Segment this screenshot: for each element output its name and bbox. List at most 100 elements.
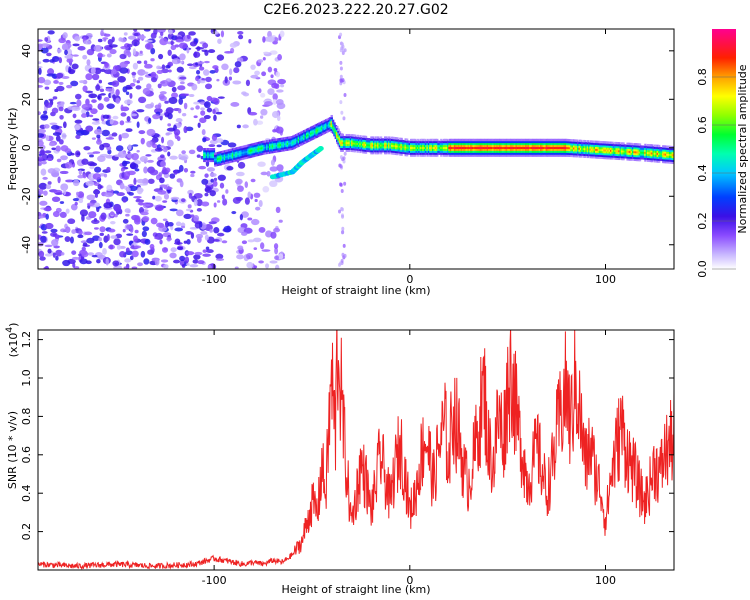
heatmap-cell	[467, 146, 470, 149]
heatmap-cell	[270, 159, 275, 166]
heatmap-cell	[563, 138, 566, 142]
heatmap-cell	[262, 140, 265, 144]
heatmap-cell	[644, 147, 647, 151]
heatmap-cell	[593, 148, 596, 151]
heatmap-cell	[158, 223, 165, 229]
heatmap-cell	[301, 132, 305, 136]
heatmap-cell	[477, 138, 480, 142]
heatmap-cell	[472, 138, 476, 142]
heatmap-cell	[349, 135, 353, 139]
heatmap-cell	[366, 149, 369, 152]
heatmap-cell	[522, 144, 525, 148]
heatmap-cell	[89, 154, 94, 158]
heatmap-cell	[353, 144, 357, 147]
heatmap-cell	[362, 149, 365, 152]
heatmap-cell	[649, 151, 653, 155]
heatmap-cell	[129, 163, 139, 170]
heatmap-cell	[567, 142, 570, 146]
heatmap-cell	[244, 149, 247, 152]
heatmap-cell	[44, 37, 49, 42]
heatmap-cell	[405, 150, 409, 153]
heatmap-cell	[233, 153, 236, 157]
heatmap-cell	[586, 149, 590, 153]
heatmap-cell	[572, 149, 576, 152]
heatmap-cell	[255, 148, 258, 151]
heatmap-cell	[78, 230, 83, 235]
heatmap-cell	[626, 148, 629, 151]
heatmap-cell	[142, 71, 149, 75]
heatmap-cell	[548, 146, 551, 149]
heatmap-cell	[467, 138, 470, 142]
heatmap-cell	[567, 154, 570, 157]
heatmap-cell	[604, 150, 607, 154]
heatmap-cell	[630, 154, 633, 157]
heatmap-cell	[552, 138, 555, 142]
heatmap-cell	[242, 124, 249, 129]
heatmap-cell	[418, 142, 421, 146]
heatmap-cell	[377, 144, 380, 147]
heatmap-cell	[609, 151, 613, 154]
heatmap-cell	[42, 176, 48, 180]
heatmap-cell	[600, 142, 603, 146]
heatmap-cell	[427, 146, 431, 149]
heatmap-cell	[222, 150, 225, 153]
heatmap-cell	[225, 189, 229, 194]
heatmap-cell	[608, 155, 612, 158]
heatmap-cell	[301, 138, 305, 141]
heatmap-cell	[412, 154, 416, 157]
heatmap-cell	[451, 138, 454, 142]
heatmap-cell	[605, 156, 609, 160]
heatmap-cell	[526, 144, 529, 148]
heatmap-cell	[359, 150, 362, 154]
heatmap-cell	[570, 143, 573, 146]
heatmap-cell	[382, 148, 385, 151]
heatmap-cell	[601, 141, 605, 144]
heatmap-cell	[444, 144, 447, 148]
heatmap-cell	[618, 142, 621, 145]
heatmap-cell	[294, 143, 298, 147]
heatmap-cell	[552, 154, 555, 157]
heatmap-cell	[179, 53, 186, 61]
heatmap-cell	[596, 148, 599, 151]
heatmap-cell	[286, 142, 290, 145]
heatmap-cell	[627, 146, 631, 149]
heatmap-cell	[344, 145, 347, 149]
heatmap-cell	[579, 147, 583, 150]
heatmap-cell	[91, 254, 98, 258]
heatmap-cell	[397, 151, 401, 154]
heatmap-cell	[430, 154, 433, 157]
heatmap-cell	[214, 156, 217, 159]
heatmap-cell	[593, 152, 596, 155]
heatmap-cell	[553, 150, 557, 153]
heatmap-cell	[620, 148, 624, 151]
heatmap-cell	[493, 144, 496, 148]
heatmap-cell	[423, 142, 427, 146]
heatmap-cell	[596, 154, 599, 157]
heatmap-cell	[340, 139, 343, 143]
heatmap-cell	[230, 158, 233, 161]
heatmap-cell	[485, 140, 488, 144]
heatmap-cell	[559, 140, 562, 144]
heatmap-cell	[215, 156, 218, 159]
heatmap-cell	[541, 150, 544, 153]
heatmap-cell	[567, 148, 570, 152]
heatmap-cell	[655, 146, 658, 149]
heatmap-cell	[86, 48, 95, 56]
heatmap-cell	[240, 151, 243, 155]
heatmap-cell	[668, 159, 672, 162]
heatmap-cell	[44, 86, 50, 90]
heatmap-cell	[653, 156, 657, 159]
heatmap-cell	[457, 146, 461, 149]
heatmap-cell	[590, 148, 594, 151]
heatmap-cell	[270, 141, 273, 144]
heatmap-cell	[526, 148, 529, 151]
heatmap-cell	[98, 237, 103, 242]
heatmap-cell	[545, 146, 548, 149]
heatmap-cell	[308, 129, 312, 132]
heatmap-cell	[536, 144, 539, 148]
heatmap-cell	[451, 140, 454, 144]
heatmap-cell	[154, 236, 159, 240]
heatmap-cell	[40, 43, 50, 47]
heatmap-cell	[589, 155, 592, 159]
heatmap-cell	[59, 114, 64, 120]
